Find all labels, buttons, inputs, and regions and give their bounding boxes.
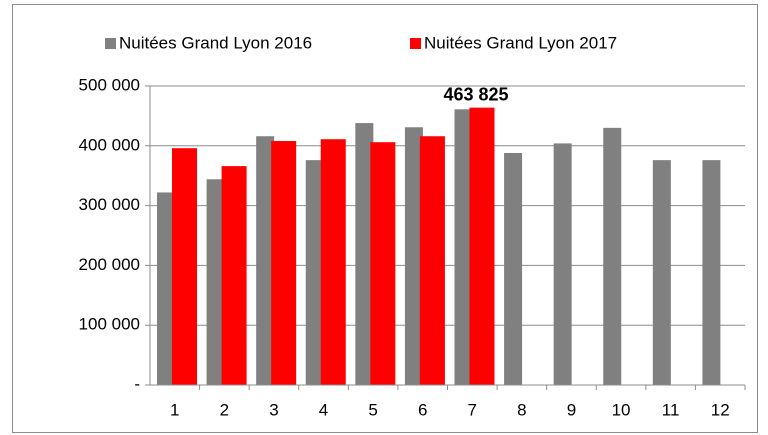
bar bbox=[157, 192, 175, 385]
x-tick-label: 9 bbox=[567, 400, 576, 419]
bar bbox=[355, 123, 374, 386]
x-tick-label: 3 bbox=[269, 400, 278, 419]
bar bbox=[271, 141, 297, 385]
x-tick-label: 11 bbox=[662, 400, 680, 419]
bar bbox=[404, 127, 423, 386]
data-label: 463 825 bbox=[443, 84, 508, 104]
bar bbox=[305, 160, 324, 385]
x-tick-label: 12 bbox=[711, 400, 730, 419]
bar bbox=[553, 143, 572, 385]
legend-swatch bbox=[105, 38, 116, 49]
bar bbox=[221, 166, 247, 385]
y-tick-label: - bbox=[134, 374, 140, 393]
bar bbox=[652, 160, 671, 385]
legend-label: Nuitées Grand Lyon 2016 bbox=[119, 33, 312, 52]
x-tick-label: 2 bbox=[220, 400, 229, 419]
legend-swatch bbox=[410, 38, 421, 49]
y-tick-label: 500 000 bbox=[79, 75, 140, 94]
bar bbox=[702, 160, 721, 385]
bar bbox=[172, 148, 197, 385]
bar bbox=[603, 127, 622, 386]
bar bbox=[206, 179, 225, 385]
bar bbox=[370, 142, 396, 385]
y-tick-label: 100 000 bbox=[79, 315, 140, 334]
x-tick-label: 4 bbox=[319, 400, 328, 419]
bar bbox=[320, 139, 346, 385]
y-tick-label: 300 000 bbox=[79, 195, 140, 214]
bar bbox=[504, 152, 523, 385]
x-tick-label: 1 bbox=[170, 400, 179, 419]
x-tick-label: 6 bbox=[418, 400, 427, 419]
y-tick-label: 200 000 bbox=[79, 255, 140, 274]
bar bbox=[419, 136, 445, 385]
bar bbox=[454, 109, 473, 386]
x-tick-label: 7 bbox=[468, 400, 477, 419]
legend-label: Nuitées Grand Lyon 2017 bbox=[424, 33, 617, 52]
x-tick-label: 5 bbox=[368, 400, 377, 419]
bar bbox=[256, 136, 275, 385]
x-tick-label: 10 bbox=[612, 400, 631, 419]
bar bbox=[469, 107, 495, 385]
x-tick-label: 8 bbox=[517, 400, 526, 419]
y-tick-label: 400 000 bbox=[79, 135, 140, 154]
